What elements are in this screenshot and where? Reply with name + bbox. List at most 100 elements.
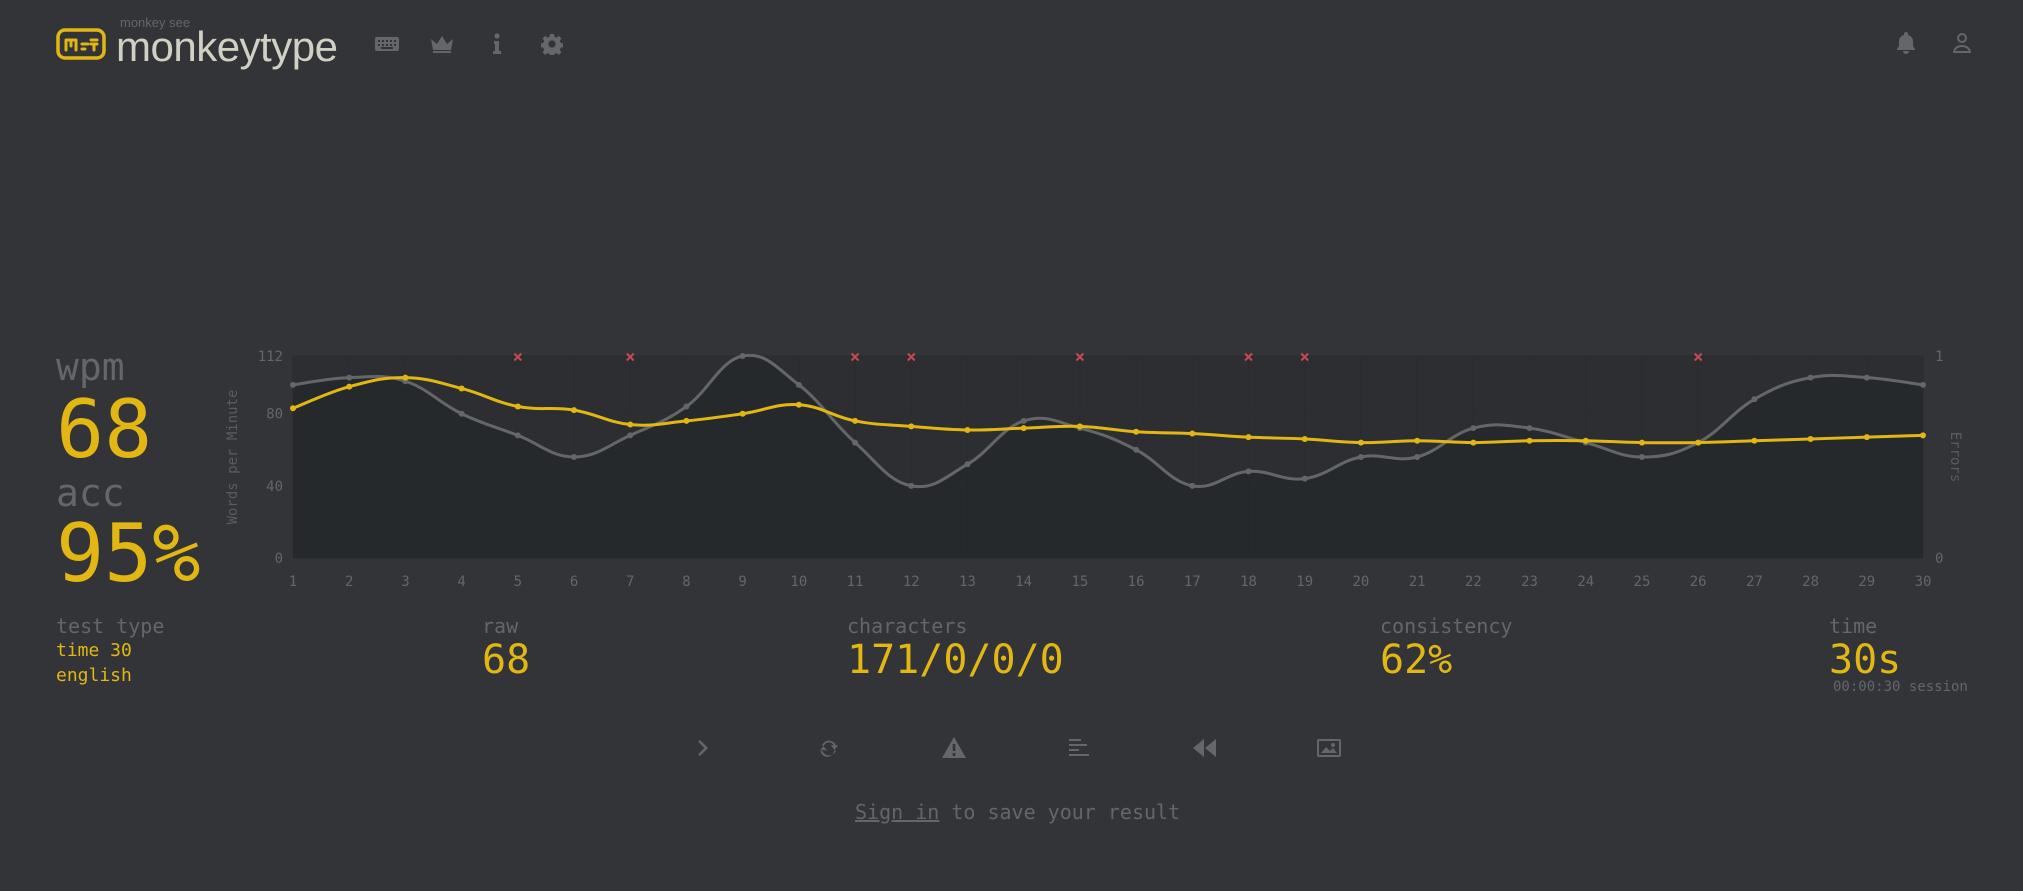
chart-wpm-point [1414,437,1421,444]
test-type-label: test type [56,614,165,638]
chart-wpm-point [908,423,915,430]
signin-link[interactable]: Sign in [855,800,940,824]
chart-wpm-point [290,405,296,412]
chart-y2-axis-title: Errors [1947,432,1963,483]
chart-wpm-point [964,426,971,433]
nav-test-button[interactable] [359,24,414,64]
test-type-language: english [56,665,132,687]
chart-x-tick-label: 15 [1071,574,1088,588]
next-test-button[interactable] [684,728,724,768]
raw-label: raw [482,614,519,638]
chart-raw-point [1920,381,1926,388]
chart-error-marker [1075,352,1085,362]
chart-y-tick-label: 80 [266,407,283,423]
chart-x-tick-label: 5 [514,574,522,588]
chart-error-marker [1244,352,1253,362]
nav-about-button[interactable] [469,24,524,64]
chart-x-tick-label: 19 [1296,574,1313,588]
chart-raw-point [739,353,746,359]
chart-wpm-point [1526,437,1533,444]
replay-icon [1193,739,1216,757]
signin-prompt: Sign in to save your result [855,800,1180,824]
chart-raw-point [1470,425,1477,432]
restart-test-button[interactable] [809,728,849,768]
chart-x-tick-label: 28 [1802,574,1819,588]
account-button[interactable] [1949,26,1975,60]
chart-x-tick-label: 13 [959,574,976,588]
consistency-stat: consistency 62% [1380,614,1512,682]
replay-button[interactable] [1184,728,1224,768]
bell-icon [1897,32,1915,54]
header: monkey see monkeytype [56,12,579,76]
chart-y-tick-label: 112 [258,349,283,365]
chart-raw-point [1414,454,1421,460]
chart-raw-point [1189,482,1196,489]
time-stat: time 30s [1829,614,1901,682]
screenshot-button[interactable] [1309,728,1349,768]
chart-wpm-point [402,374,409,381]
chart-error-marker [850,352,860,362]
chart-raw-area [293,355,1923,558]
chart-y2-tick-label: 0 [1935,551,1943,567]
session-time: 00:00:30 session [1833,679,1968,695]
chart-wpm-point [683,417,690,424]
chart-x-tick-label: 9 [738,574,746,588]
crown-icon [430,36,453,53]
chart-error-marker [907,352,916,362]
chart-raw-point [1020,417,1027,424]
signin-rest: to save your result [939,800,1181,824]
chart-wpm-point [627,421,634,428]
chart-x-tick-label: 7 [626,574,634,588]
chart-error-marker [513,352,523,362]
chart-wpm-point [1751,437,1758,444]
characters-label: characters [847,614,968,638]
chart-wpm-point [1076,423,1083,430]
acc-value: 95% [56,507,201,600]
chart-wpm-point [514,403,521,410]
logo[interactable]: monkey see monkeytype [56,15,338,71]
word-history-icon [1069,739,1089,756]
chart-y-axis-title: Words per Minute [225,390,241,525]
chart-raw-point [1301,475,1308,482]
gear-icon [540,33,563,55]
chart-raw-point [1526,425,1533,432]
chart-x-tick-label: 30 [1915,574,1932,588]
chart-x-tick-label: 16 [1128,574,1145,588]
chart-raw-point [1133,446,1140,453]
chart-wpm-point [1582,437,1589,444]
chart-wpm-point [1470,439,1477,446]
time-value: 30s [1829,637,1902,683]
characters-stat: characters 171/0/0/0 [847,614,1064,682]
chart-x-tick-label: 11 [847,574,864,588]
chart-error-marker [626,352,635,362]
chart-x-tick-label: 10 [790,574,807,588]
nav-settings-button[interactable] [524,24,579,64]
consistency-label: consistency [1380,614,1513,638]
chart-x-tick-label: 26 [1690,574,1707,588]
chart-x-tick-label: 24 [1577,574,1594,588]
restart-icon [819,740,839,757]
chart-wpm-point [1807,435,1814,442]
chart-wpm-point [1133,428,1140,435]
logo-subtitle: monkey see [120,15,191,30]
chart-wpm-point [1695,439,1702,446]
notifications-button[interactable] [1893,26,1919,60]
info-icon [492,33,501,54]
chart-raw-point [458,410,465,417]
chart-raw-point [627,432,634,439]
chart-wpm-point [852,417,859,424]
report-button[interactable] [934,728,974,768]
chart-raw-point [571,454,578,460]
chart-wpm-line [292,376,1924,445]
result-actions [0,728,2023,768]
chart-x-tick-label: 22 [1465,574,1482,588]
time-label: time [1829,614,1878,638]
nav-leaderboards-button[interactable] [414,24,469,64]
chart-wpm-point [739,410,746,417]
logo-text: monkey see monkeytype [116,15,338,71]
word-history-button[interactable] [1059,728,1099,768]
chart-wpm-point [795,401,802,408]
chart-wpm-point [1020,425,1027,432]
keyboard-icon [374,37,399,51]
chart-wpm-point [1638,439,1645,446]
